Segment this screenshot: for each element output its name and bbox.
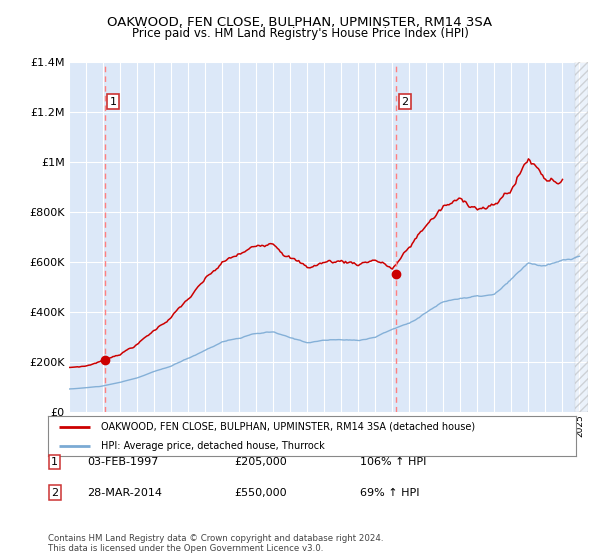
Text: 2: 2 (401, 97, 409, 106)
Text: 03-FEB-1997: 03-FEB-1997 (87, 457, 158, 467)
Text: OAKWOOD, FEN CLOSE, BULPHAN, UPMINSTER, RM14 3SA (detached house): OAKWOOD, FEN CLOSE, BULPHAN, UPMINSTER, … (101, 422, 475, 432)
Text: OAKWOOD, FEN CLOSE, BULPHAN, UPMINSTER, RM14 3SA: OAKWOOD, FEN CLOSE, BULPHAN, UPMINSTER, … (107, 16, 493, 29)
Bar (575, 62, 588, 412)
Text: 28-MAR-2014: 28-MAR-2014 (87, 488, 162, 498)
Text: Contains HM Land Registry data © Crown copyright and database right 2024.
This d: Contains HM Land Registry data © Crown c… (48, 534, 383, 553)
Text: £205,000: £205,000 (234, 457, 287, 467)
Text: 69% ↑ HPI: 69% ↑ HPI (360, 488, 419, 498)
Text: Price paid vs. HM Land Registry's House Price Index (HPI): Price paid vs. HM Land Registry's House … (131, 27, 469, 40)
Text: 1: 1 (110, 97, 116, 106)
Text: £550,000: £550,000 (234, 488, 287, 498)
Text: 1: 1 (51, 457, 58, 467)
Text: 2: 2 (51, 488, 58, 498)
Text: HPI: Average price, detached house, Thurrock: HPI: Average price, detached house, Thur… (101, 441, 325, 450)
Text: 106% ↑ HPI: 106% ↑ HPI (360, 457, 427, 467)
